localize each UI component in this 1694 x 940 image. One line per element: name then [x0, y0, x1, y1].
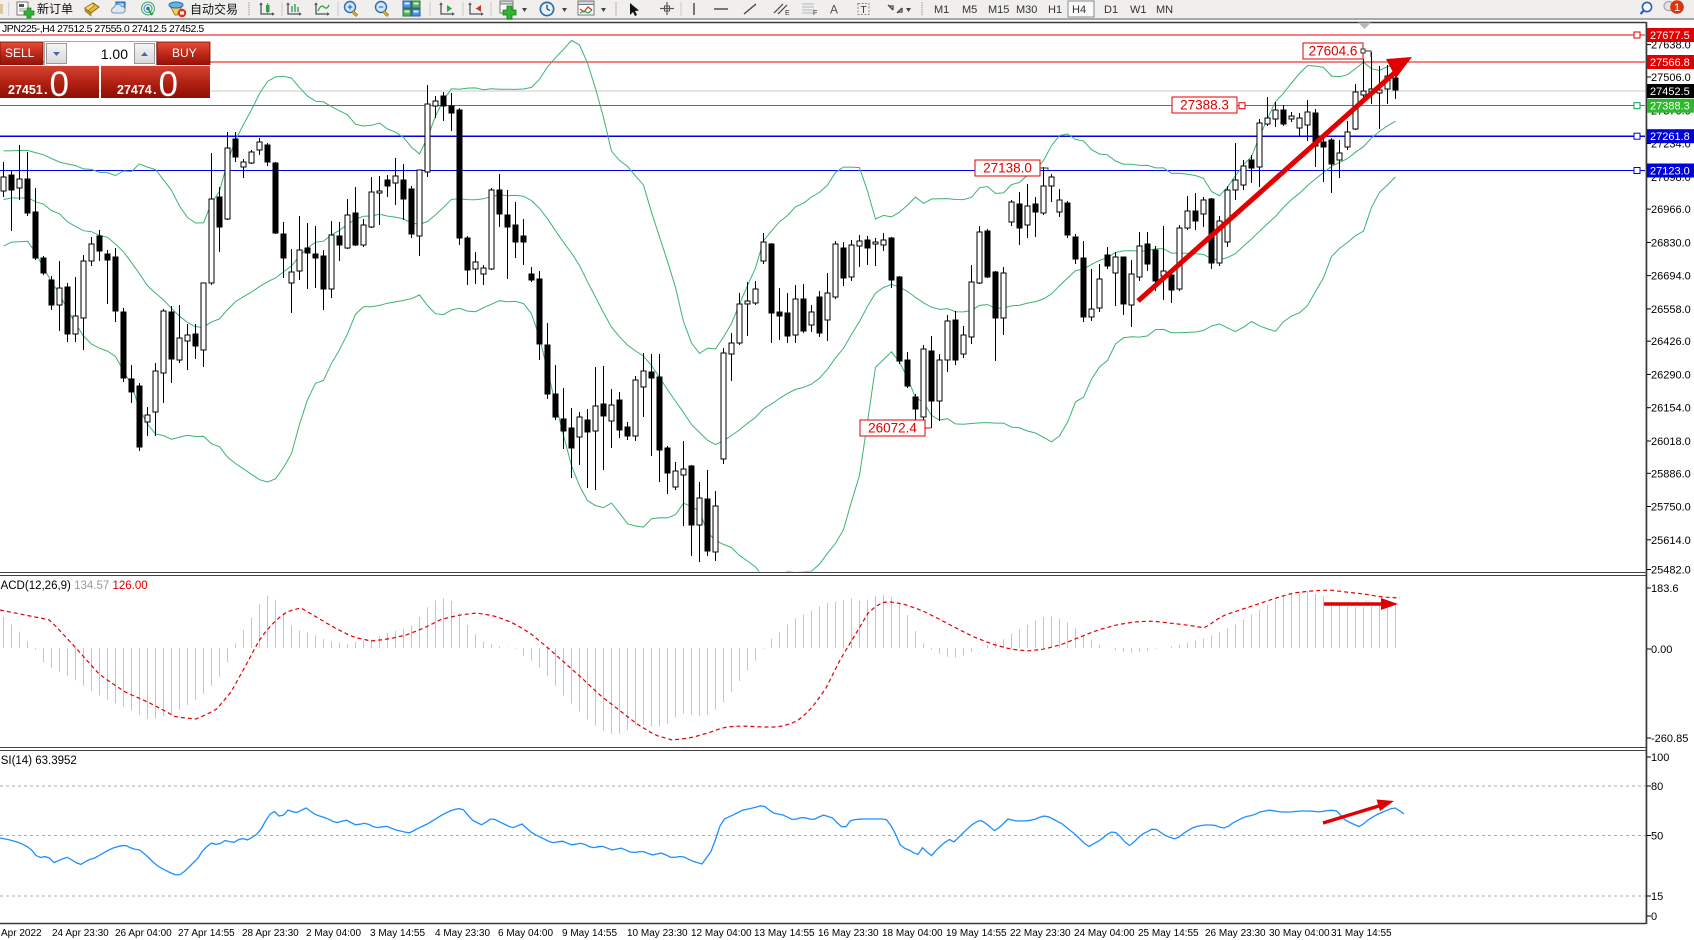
svg-text:27506.0: 27506.0	[1651, 72, 1691, 84]
svg-text:27 Apr 14:55: 27 Apr 14:55	[178, 928, 235, 939]
svg-text:24 May 04:00: 24 May 04:00	[1074, 928, 1135, 939]
svg-text:26426.0: 26426.0	[1651, 336, 1691, 348]
svg-text:25750.0: 25750.0	[1651, 502, 1691, 514]
svg-text:自动交易: 自动交易	[190, 2, 238, 17]
svg-text:26 May 23:30: 26 May 23:30	[1205, 928, 1266, 939]
svg-text:27638.0: 27638.0	[1651, 40, 1691, 52]
svg-text:0.00: 0.00	[1651, 644, 1672, 656]
svg-text:26154.0: 26154.0	[1651, 403, 1691, 415]
svg-text:27452.5: 27452.5	[1650, 86, 1690, 98]
svg-text:25 May 14:55: 25 May 14:55	[1138, 928, 1199, 939]
svg-text:18 May 04:00: 18 May 04:00	[882, 928, 943, 939]
svg-text:15: 15	[1651, 891, 1663, 903]
svg-text:25886.0: 25886.0	[1651, 468, 1691, 480]
svg-text:SELL: SELL	[5, 46, 35, 60]
svg-text:19 May 14:55: 19 May 14:55	[946, 928, 1007, 939]
svg-text:25482.0: 25482.0	[1651, 565, 1691, 577]
svg-text:27123.0: 27123.0	[1650, 166, 1690, 178]
svg-text:27677.5: 27677.5	[1650, 30, 1690, 42]
svg-text:183.6: 183.6	[1651, 583, 1679, 595]
svg-text:RSI(14) 63.3952: RSI(14) 63.3952	[0, 755, 77, 767]
svg-text:16 May 23:30: 16 May 23:30	[818, 928, 879, 939]
svg-text:MACD(12,26,9) 134.57 126.00: MACD(12,26,9) 134.57 126.00	[0, 580, 148, 592]
svg-text:26072.4: 26072.4	[868, 421, 917, 436]
svg-text:26290.0: 26290.0	[1651, 369, 1691, 381]
svg-text:Apr 2022: Apr 2022	[1, 928, 42, 939]
svg-text:.: .	[44, 82, 48, 97]
svg-text:26018.0: 26018.0	[1651, 436, 1691, 448]
svg-text:0: 0	[50, 65, 69, 104]
svg-text:13 May 14:55: 13 May 14:55	[754, 928, 815, 939]
svg-text:W1: W1	[1130, 4, 1147, 16]
svg-text:27451: 27451	[8, 83, 43, 97]
svg-text:10 May 23:30: 10 May 23:30	[627, 928, 688, 939]
svg-text:+: +	[347, 2, 352, 12]
svg-text:27604.6: 27604.6	[1309, 44, 1358, 59]
svg-text:27388.3: 27388.3	[1650, 101, 1690, 113]
svg-text:3 May 14:55: 3 May 14:55	[370, 928, 425, 939]
svg-text:27388.3: 27388.3	[1180, 98, 1229, 113]
svg-text:28 Apr 23:30: 28 Apr 23:30	[242, 928, 299, 939]
svg-text:26966.0: 26966.0	[1651, 204, 1691, 216]
svg-text:26830.0: 26830.0	[1651, 237, 1691, 249]
svg-text:9 May 14:55: 9 May 14:55	[562, 928, 617, 939]
svg-text:F: F	[813, 10, 817, 17]
svg-text:12 May 04:00: 12 May 04:00	[691, 928, 752, 939]
svg-text:H1: H1	[1048, 4, 1062, 16]
svg-text:27474: 27474	[117, 83, 152, 97]
svg-text:M30: M30	[1016, 4, 1037, 16]
svg-text:24 Apr 23:30: 24 Apr 23:30	[52, 928, 109, 939]
svg-text:22 May 23:30: 22 May 23:30	[1010, 928, 1071, 939]
svg-text:50: 50	[1651, 831, 1663, 843]
svg-text:JPN225-,H4 27512.5 27555.0 27: JPN225-,H4 27512.5 27555.0 27412.5 27452…	[2, 23, 204, 35]
svg-text:M5: M5	[962, 4, 977, 16]
svg-text:1.00: 1.00	[101, 46, 128, 62]
svg-text:26 Apr 04:00: 26 Apr 04:00	[115, 928, 172, 939]
svg-text:27138.0: 27138.0	[983, 161, 1032, 176]
svg-text:1: 1	[1674, 2, 1680, 14]
svg-text:H4: H4	[1072, 4, 1086, 16]
svg-text:0: 0	[1651, 911, 1657, 923]
svg-text:新订单: 新订单	[37, 1, 73, 16]
svg-text:27261.8: 27261.8	[1650, 131, 1690, 143]
svg-text:31 May 14:55: 31 May 14:55	[1331, 928, 1392, 939]
svg-text:M1: M1	[934, 4, 949, 16]
svg-text:2 May 04:00: 2 May 04:00	[306, 928, 361, 939]
svg-text:T: T	[861, 5, 867, 16]
svg-text:MN: MN	[1156, 4, 1173, 16]
svg-text:80: 80	[1651, 781, 1663, 793]
svg-text:4 May 23:30: 4 May 23:30	[435, 928, 490, 939]
svg-text:0: 0	[159, 65, 178, 104]
svg-text:E: E	[785, 10, 790, 17]
svg-text:26694.0: 26694.0	[1651, 271, 1691, 283]
svg-text:BUY: BUY	[172, 46, 197, 60]
svg-text:-260.85: -260.85	[1651, 733, 1688, 745]
svg-text:27566.8: 27566.8	[1650, 57, 1690, 69]
svg-text:M15: M15	[988, 4, 1009, 16]
svg-text:26558.0: 26558.0	[1651, 304, 1691, 316]
svg-text:100: 100	[1651, 752, 1669, 764]
svg-text:.: .	[153, 82, 157, 97]
svg-text:30 May 04:00: 30 May 04:00	[1269, 928, 1330, 939]
svg-text:25614.0: 25614.0	[1651, 535, 1691, 547]
svg-text:D1: D1	[1104, 4, 1118, 16]
svg-text:A: A	[830, 3, 838, 17]
svg-text:6 May 04:00: 6 May 04:00	[498, 928, 553, 939]
svg-text:−: −	[378, 2, 383, 12]
